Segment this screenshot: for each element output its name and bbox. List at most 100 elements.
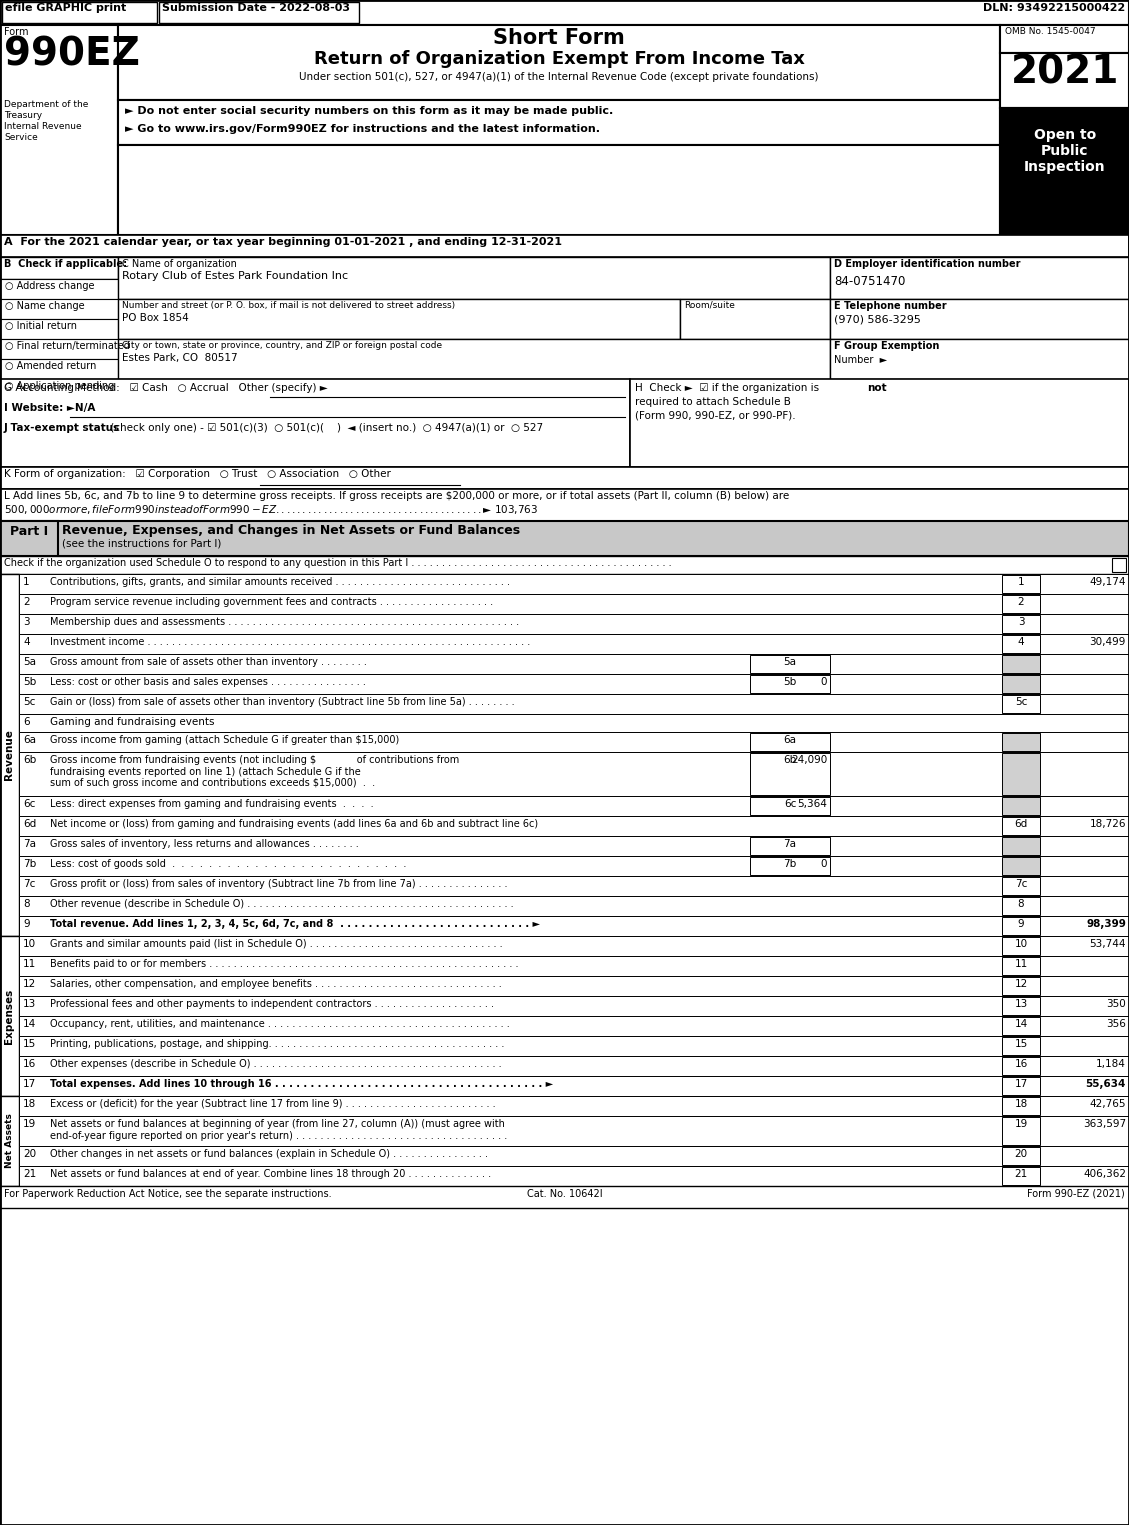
Text: PO Box 1854: PO Box 1854	[122, 313, 189, 323]
Text: Gross income from fundraising events (not including $             of contributio: Gross income from fundraising events (no…	[50, 755, 460, 788]
Text: Other changes in net assets or fund balances (explain in Schedule O) . . . . . .: Other changes in net assets or fund bala…	[50, 1148, 488, 1159]
Bar	[1003, 837, 1040, 856]
Text: 9: 9	[1017, 920, 1024, 929]
Text: Printing, publications, postage, and shipping. . . . . . . . . . . . . . . . . .: Printing, publications, postage, and shi…	[50, 1039, 505, 1049]
Bar	[19, 615, 1129, 634]
Text: 5,364: 5,364	[797, 799, 828, 808]
Bar	[1040, 856, 1091, 875]
Text: Contributions, gifts, grants, and similar amounts received . . . . . . . . . . .: Contributions, gifts, grants, and simila…	[50, 576, 510, 587]
Bar	[0, 522, 58, 557]
Bar	[1040, 674, 1091, 694]
Text: Cat. No. 10642I: Cat. No. 10642I	[527, 1190, 602, 1199]
Text: 6c: 6c	[784, 799, 796, 808]
Text: L Add lines 5b, 6c, and 7b to line 9 to determine gross receipts. If gross recei: L Add lines 5b, 6c, and 7b to line 9 to …	[5, 491, 789, 502]
Text: C Name of organization: C Name of organization	[122, 259, 237, 268]
Bar	[19, 595, 1129, 615]
Bar	[119, 24, 1000, 101]
Bar	[750, 753, 830, 795]
Text: K Form of organization:   ☑ Corporation   ○ Trust   ○ Association   ○ Other: K Form of organization: ☑ Corporation ○ …	[5, 470, 391, 479]
Bar	[0, 1186, 1129, 1208]
Bar	[0, 299, 119, 319]
Text: 4: 4	[1017, 637, 1024, 647]
Text: 1,184: 1,184	[1096, 1058, 1126, 1069]
Text: 7b: 7b	[23, 859, 36, 869]
Text: Form 990-EZ (2021): Form 990-EZ (2021)	[1027, 1190, 1124, 1199]
Text: 19: 19	[1014, 1119, 1027, 1128]
Text: efile GRAPHIC print: efile GRAPHIC print	[5, 3, 126, 14]
Bar	[1003, 877, 1040, 895]
Bar	[750, 857, 830, 875]
Text: Excess or (deficit) for the year (Subtract line 17 from line 9) . . . . . . . . : Excess or (deficit) for the year (Subtra…	[50, 1100, 496, 1109]
Text: Rotary Club of Estes Park Foundation Inc: Rotary Club of Estes Park Foundation Inc	[122, 271, 348, 281]
Text: 406,362: 406,362	[1083, 1170, 1126, 1179]
Bar	[0, 1096, 19, 1186]
Text: 5b: 5b	[784, 677, 797, 686]
Bar	[19, 1055, 1129, 1077]
Bar	[19, 836, 1129, 856]
Text: Check if the organization used Schedule O to respond to any question in this Par: Check if the organization used Schedule …	[5, 558, 672, 567]
Text: 7b: 7b	[784, 859, 797, 869]
Bar	[830, 856, 1003, 875]
Text: 5b: 5b	[23, 677, 36, 686]
Text: Room/suite: Room/suite	[684, 300, 735, 310]
Text: 20: 20	[23, 1148, 36, 1159]
Text: Number  ►: Number ►	[834, 355, 887, 364]
Text: Grants and similar amounts paid (list in Schedule O) . . . . . . . . . . . . . .: Grants and similar amounts paid (list in…	[50, 939, 502, 949]
Text: 7a: 7a	[784, 839, 796, 849]
Bar	[1040, 732, 1091, 752]
Text: Less: cost of goods sold  .  .  .  .  .  .  .  .  .  .  .  .  .  .  .  .  .  .  : Less: cost of goods sold . . . . . . . .…	[50, 859, 406, 869]
Text: ○ Name change: ○ Name change	[5, 300, 85, 311]
Text: Professional fees and other payments to independent contractors . . . . . . . . : Professional fees and other payments to …	[50, 999, 495, 1010]
Text: (970) 586-3295: (970) 586-3295	[834, 316, 921, 325]
Bar	[0, 936, 19, 1096]
Bar	[1003, 1077, 1040, 1095]
Text: A  For the 2021 calendar year, or tax year beginning 01-01-2021 , and ending 12-: A For the 2021 calendar year, or tax yea…	[5, 236, 562, 247]
Text: 6b: 6b	[23, 755, 36, 766]
Text: OMB No. 1545-0047: OMB No. 1545-0047	[1005, 27, 1095, 37]
Bar	[19, 956, 1129, 976]
Text: ○ Application pending: ○ Application pending	[5, 381, 114, 390]
Bar	[19, 856, 1129, 875]
Bar	[19, 816, 1129, 836]
Text: 53,744: 53,744	[1089, 939, 1126, 949]
Text: B  Check if applicable:: B Check if applicable:	[5, 259, 128, 268]
Text: Gross amount from sale of assets other than inventory . . . . . . . .: Gross amount from sale of assets other t…	[50, 657, 367, 666]
Text: (see the instructions for Part I): (see the instructions for Part I)	[62, 538, 221, 549]
Bar	[0, 24, 119, 235]
Bar	[750, 676, 830, 692]
Bar	[1040, 654, 1091, 674]
Bar	[1000, 24, 1129, 53]
Bar	[830, 752, 1003, 796]
Bar	[19, 976, 1129, 996]
Bar	[830, 836, 1003, 856]
Bar	[1003, 798, 1040, 814]
Text: 98,399: 98,399	[1086, 920, 1126, 929]
Bar	[830, 732, 1003, 752]
Text: 990EZ: 990EZ	[5, 37, 140, 75]
Bar	[19, 752, 1129, 796]
Bar	[119, 299, 680, 339]
Bar	[1003, 897, 1040, 915]
Text: Benefits paid to or for members . . . . . . . . . . . . . . . . . . . . . . . . : Benefits paid to or for members . . . . …	[50, 959, 518, 968]
Bar	[750, 734, 830, 750]
Bar	[0, 258, 119, 279]
Bar	[0, 0, 1129, 24]
Text: 6d: 6d	[1014, 819, 1027, 830]
Bar	[19, 1167, 1129, 1186]
Text: 14: 14	[1014, 1019, 1027, 1029]
Text: Other expenses (describe in Schedule O) . . . . . . . . . . . . . . . . . . . . : Other expenses (describe in Schedule O) …	[50, 1058, 501, 1069]
Text: Net assets or fund balances at beginning of year (from line 27, column (A)) (mus: Net assets or fund balances at beginning…	[50, 1119, 507, 1141]
Text: 6a: 6a	[784, 735, 796, 746]
Text: 11: 11	[1014, 959, 1027, 968]
Text: 84-0751470: 84-0751470	[834, 274, 905, 288]
Bar	[630, 380, 1129, 467]
Bar	[0, 522, 1129, 557]
Text: City or town, state or province, country, and ZIP or foreign postal code: City or town, state or province, country…	[122, 342, 443, 351]
Text: Less: direct expenses from gaming and fundraising events  .  .  .  .: Less: direct expenses from gaming and fu…	[50, 799, 374, 808]
Text: Service: Service	[5, 133, 37, 142]
Text: 30,499: 30,499	[1089, 637, 1126, 647]
Text: 10: 10	[1015, 939, 1027, 949]
Bar	[19, 1077, 1129, 1096]
Bar	[0, 319, 119, 339]
Bar	[1003, 978, 1040, 994]
